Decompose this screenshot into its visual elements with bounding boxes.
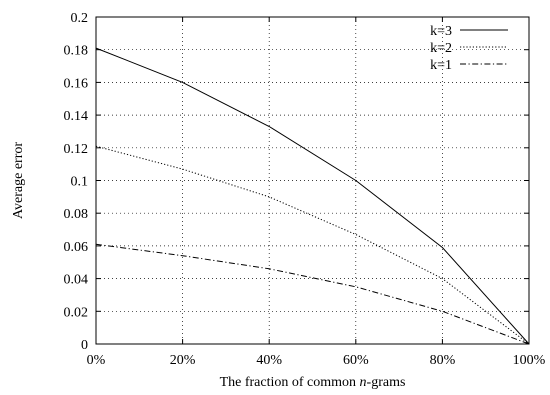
y-tick-label: 0.2 [71, 11, 89, 26]
x-tick-label: 20% [170, 353, 196, 368]
series-line-k1 [95, 243, 530, 345]
y-tick-label: 0.1 [71, 175, 89, 190]
y-tick-label: 0 [81, 338, 88, 353]
x-axis: 0% 20% 40% 60% 80% 100% [87, 17, 546, 368]
y-tick-label: 0.14 [64, 109, 89, 124]
y-tick-label: 0.18 [64, 44, 89, 59]
y-tick-label: 0.08 [64, 207, 89, 222]
y-axis: 0 0.02 0.04 0.06 0.08 0.1 0.12 0.14 0.16 0.18 0.2 [64, 11, 529, 353]
x-axis-label: The fraction of common n-grams [220, 375, 406, 390]
y-tick-label: 0.06 [64, 240, 89, 255]
y-tick-label: 0.12 [64, 142, 89, 157]
y-axis-label: Average error [11, 142, 26, 219]
legend: k=3 k=2 k=1 [430, 24, 508, 73]
x-tick-label: 0% [87, 353, 106, 368]
series-line-k2 [95, 145, 530, 345]
series-lines [95, 47, 530, 345]
x-tick-label: 80% [430, 353, 456, 368]
series-line-k3 [95, 47, 530, 345]
grid [96, 17, 529, 344]
legend-label: k=2 [430, 41, 452, 56]
x-tick-label: 100% [513, 353, 546, 368]
y-tick-label: 0.16 [64, 76, 89, 91]
y-tick-label: 0.02 [64, 305, 89, 320]
x-tick-label: 60% [343, 353, 369, 368]
y-tick-label: 0.04 [64, 273, 89, 288]
x-tick-label: 40% [256, 353, 282, 368]
legend-label: k=3 [430, 24, 452, 39]
legend-label: k=1 [430, 58, 452, 73]
